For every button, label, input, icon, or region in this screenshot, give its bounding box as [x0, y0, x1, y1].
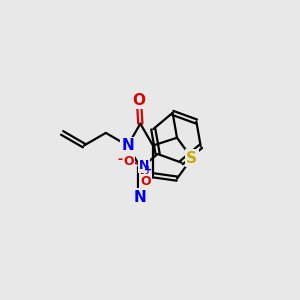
Text: O: O: [140, 175, 151, 188]
Text: N: N: [134, 190, 147, 205]
Text: +: +: [144, 165, 152, 176]
Text: -: -: [118, 153, 123, 166]
Text: O: O: [133, 93, 146, 108]
Text: O: O: [123, 155, 134, 168]
Text: N: N: [139, 159, 149, 172]
Text: S: S: [186, 151, 197, 166]
Text: N: N: [121, 138, 134, 153]
